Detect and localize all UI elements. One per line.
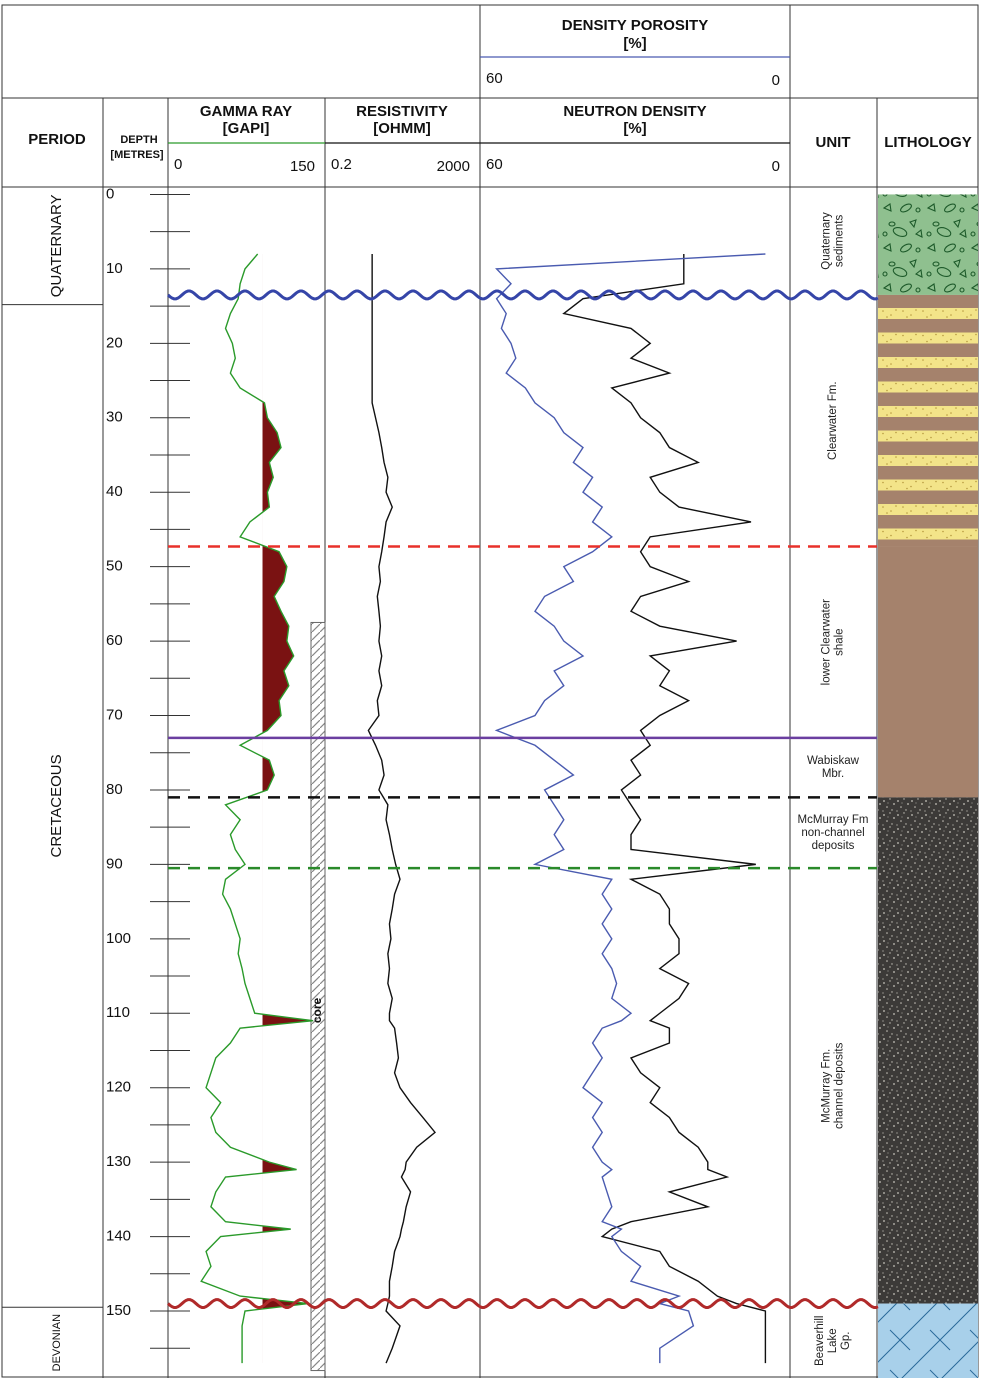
column-borders [2, 5, 978, 1378]
unit-label: non-channel [801, 827, 864, 839]
unit-label: Beaverhill [814, 1316, 826, 1367]
lithology-pattern [878, 1304, 978, 1378]
unit-label: Gp. [840, 1332, 852, 1351]
scale-label: 0 [174, 156, 182, 173]
period-label: DEVONIAN [51, 1314, 63, 1372]
formation-top [168, 291, 878, 299]
scale-label: 0 [772, 158, 780, 175]
scale-label: 60 [486, 156, 503, 173]
unit-label: deposits [812, 840, 855, 852]
log-curve [201, 254, 313, 1363]
depth-tick-label: 20 [106, 334, 123, 351]
header: NEUTRON DENSITY [563, 103, 706, 120]
header-unit: [GAPI] [223, 120, 270, 137]
depth-tick-label: 10 [106, 260, 123, 277]
depth-tick-label: 0 [106, 185, 114, 202]
lithology-pattern [878, 194, 978, 294]
unit-label: McMurray Fm [798, 814, 869, 826]
header-unit: [METRES] [110, 149, 164, 161]
lithology-pattern [878, 797, 978, 1303]
unit-label: Clearwater Fm. [827, 381, 839, 460]
header: RESISTIVITY [356, 103, 448, 120]
core-label: core [310, 998, 324, 1024]
scale-label: 0.2 [331, 156, 352, 173]
lithology-pattern [878, 295, 978, 547]
unit-label: Wabiskaw [807, 755, 860, 767]
scale-label: 0 [772, 72, 780, 89]
header: PERIOD [28, 131, 86, 148]
scale-label: 150 [290, 158, 315, 175]
header: LITHOLOGY [884, 134, 972, 151]
header-unit: [%] [623, 120, 646, 137]
unit-label: Lake [827, 1328, 839, 1353]
log-curve [564, 254, 766, 1363]
scale-label: 2000 [437, 158, 470, 175]
well-log-chart: DENSITY POROSITY [%] PERIOD DEPTH [METRE… [0, 0, 981, 1378]
scale-label: 60 [486, 70, 503, 87]
header: UNIT [816, 134, 851, 151]
depth-tick-label: 80 [106, 781, 123, 798]
header: DENSITY POROSITY [562, 17, 708, 34]
depth-tick-label: 70 [106, 706, 123, 723]
period-label: CRETACEOUS [48, 754, 65, 857]
lithology-block [878, 547, 978, 798]
log-curve [497, 254, 766, 1363]
depth-tick-label: 130 [106, 1153, 131, 1170]
depth-tick-label: 150 [106, 1302, 131, 1319]
unit-label: shale [834, 628, 846, 656]
header: DEPTH [120, 134, 157, 146]
shale-shading [201, 254, 313, 1363]
unit-label: channel deposits [834, 1042, 846, 1129]
frame [2, 5, 978, 1377]
log-curve [368, 254, 435, 1363]
depth-tick-label: 110 [106, 1004, 130, 1021]
period-label: QUATERNARY [48, 194, 65, 297]
core-bar [311, 622, 325, 1370]
header-unit: [OHMM] [373, 120, 430, 137]
depth-tick-label: 120 [106, 1079, 131, 1096]
depth-tick-label: 50 [106, 558, 123, 575]
depth-tick-label: 30 [106, 409, 123, 426]
unit-label: sediments [834, 215, 846, 268]
unit-label: Mbr. [822, 768, 844, 780]
unit-label: lower Clearwater [821, 599, 833, 685]
depth-tick-label: 40 [106, 483, 123, 500]
depth-tick-label: 60 [106, 632, 123, 649]
unit-label: Quaternary [821, 212, 833, 270]
header: GAMMA RAY [200, 103, 292, 120]
depth-tick-label: 140 [106, 1228, 131, 1245]
header-unit: [%] [623, 35, 646, 52]
unit-label: McMurray Fm. [821, 1049, 833, 1123]
depth-tick-label: 90 [106, 855, 123, 872]
depth-tick-label: 100 [106, 930, 131, 947]
